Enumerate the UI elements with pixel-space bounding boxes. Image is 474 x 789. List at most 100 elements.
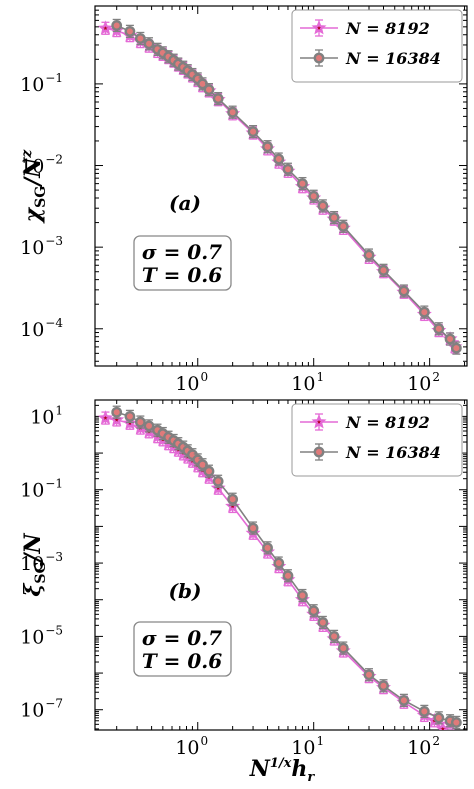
data-point: [308, 605, 320, 617]
data-point: [433, 323, 445, 335]
data-point: [308, 190, 320, 202]
legend-label: N = 8192: [345, 19, 430, 38]
series-b-1: [111, 405, 462, 730]
x-tick-label: 100: [175, 370, 208, 395]
params-box-frame-a: [133, 235, 232, 291]
data-point: [450, 717, 462, 728]
data-point: [363, 669, 375, 681]
panel-b: 100 101 102 101 10−1 10−3 10−5 10−7 (b) σ = 0.…: [20, 399, 468, 785]
y-tick-label: 10−3: [20, 234, 63, 259]
y-axis-label-b: ξSG/N: [20, 532, 49, 596]
data-point: [111, 406, 123, 418]
y-ticks-a: 10−1 10−2 10−3 10−4: [20, 5, 467, 362]
data-point: [124, 25, 136, 37]
legend-marker: [313, 446, 325, 458]
y-tick-label: 10−1: [20, 71, 63, 96]
data-point: [317, 200, 329, 212]
panel-label-b: (b): [169, 579, 202, 603]
panel-label-a: (a): [169, 191, 201, 215]
legend-label: N = 16384: [345, 443, 441, 462]
data-point: [134, 416, 146, 428]
panel-a: 100 101 102 10−1 10−2 10−3 10−4 (a) σ = 0.7 T…: [19, 5, 468, 395]
data-point: [317, 617, 329, 628]
data-point: [398, 694, 410, 706]
data-point: [444, 333, 456, 345]
legend-marker: [313, 52, 325, 64]
data-point: [433, 712, 445, 724]
x-tick-label: 102: [407, 734, 440, 759]
param-temperature-b: T = 0.6: [142, 649, 222, 673]
data-point: [273, 153, 285, 165]
params-box-frame-b: [133, 621, 232, 677]
legend-item-a-1: N = 16384: [300, 49, 441, 68]
data-point: [97, 20, 113, 35]
legend-label: N = 8192: [345, 413, 430, 432]
y-tick-label: 10−2: [20, 153, 63, 178]
y-tick-label: 10−7: [20, 697, 63, 722]
plot-frame-a: [94, 5, 468, 367]
data-point: [378, 264, 389, 276]
y-tick-label: 10−1: [20, 477, 63, 502]
params-box-b: σ = 0.7 T = 0.6: [133, 621, 232, 677]
data-point: [227, 493, 239, 505]
legend-a: N = 8192 N = 16384: [291, 9, 463, 83]
data-point: [227, 106, 239, 118]
data-point: [337, 642, 349, 654]
data-point: [363, 249, 375, 261]
data-point: [262, 542, 273, 554]
legend-item-b-0: N = 8192: [300, 413, 430, 432]
x-ticks-a: 100 101 102: [116, 6, 466, 395]
param-temperature-a: T = 0.6: [142, 263, 222, 287]
y-label-a: χSG/Nz: [19, 149, 49, 225]
data-point: [273, 557, 285, 569]
data-point: [212, 475, 224, 487]
data-point: [143, 38, 155, 50]
param-sigma-a: σ = 0.7: [142, 240, 222, 264]
x-tick-label: 101: [291, 734, 324, 759]
x-tick-label: 101: [291, 370, 324, 395]
data-point: [247, 126, 259, 138]
y-tick-label: 10−4: [20, 316, 63, 341]
data-point: [297, 590, 308, 601]
legend-item-a-0: N = 8192: [300, 19, 430, 38]
y-tick-label: 10−5: [20, 623, 63, 648]
series-group-b: [97, 405, 462, 730]
series-group-a: [97, 18, 463, 355]
params-box-a: σ = 0.7 T = 0.6: [133, 235, 232, 291]
data-point: [418, 306, 430, 318]
data-point: [212, 93, 224, 105]
y-ticks-b: 101 10−1 10−3 10−5 10−7: [20, 403, 467, 730]
data-point: [143, 420, 155, 432]
data-point: [418, 706, 430, 717]
data-point: [328, 630, 340, 642]
legend-item-b-1: N = 16384: [300, 443, 441, 462]
data-point: [297, 178, 308, 190]
data-point: [282, 163, 294, 175]
data-point: [328, 212, 340, 224]
x-ticks-b: 100 101 102: [116, 400, 466, 759]
data-point: [282, 570, 294, 582]
data-point: [124, 410, 136, 422]
legend-b: N = 8192 N = 16384: [291, 403, 463, 477]
data-point: [247, 522, 259, 534]
data-point: [111, 20, 123, 31]
series-a-1: [111, 18, 462, 355]
data-point: [203, 84, 215, 96]
data-point: [262, 141, 273, 153]
legend-marker: [311, 414, 327, 429]
data-point: [337, 220, 349, 232]
legend-marker: [311, 20, 327, 35]
y-axis-label-a: χSG/Nz: [19, 149, 49, 225]
y-tick-label: 101: [30, 403, 63, 428]
data-point: [450, 342, 462, 354]
legend-label: N = 16384: [345, 49, 441, 68]
data-point: [203, 465, 215, 477]
data-point: [97, 410, 113, 425]
y-label-b: ξSG/N: [20, 532, 49, 596]
param-sigma-b: σ = 0.7: [142, 626, 222, 650]
x-tick-label: 100: [175, 734, 208, 759]
data-point: [378, 680, 389, 692]
data-point: [134, 33, 146, 44]
x-tick-label: 102: [407, 370, 440, 395]
